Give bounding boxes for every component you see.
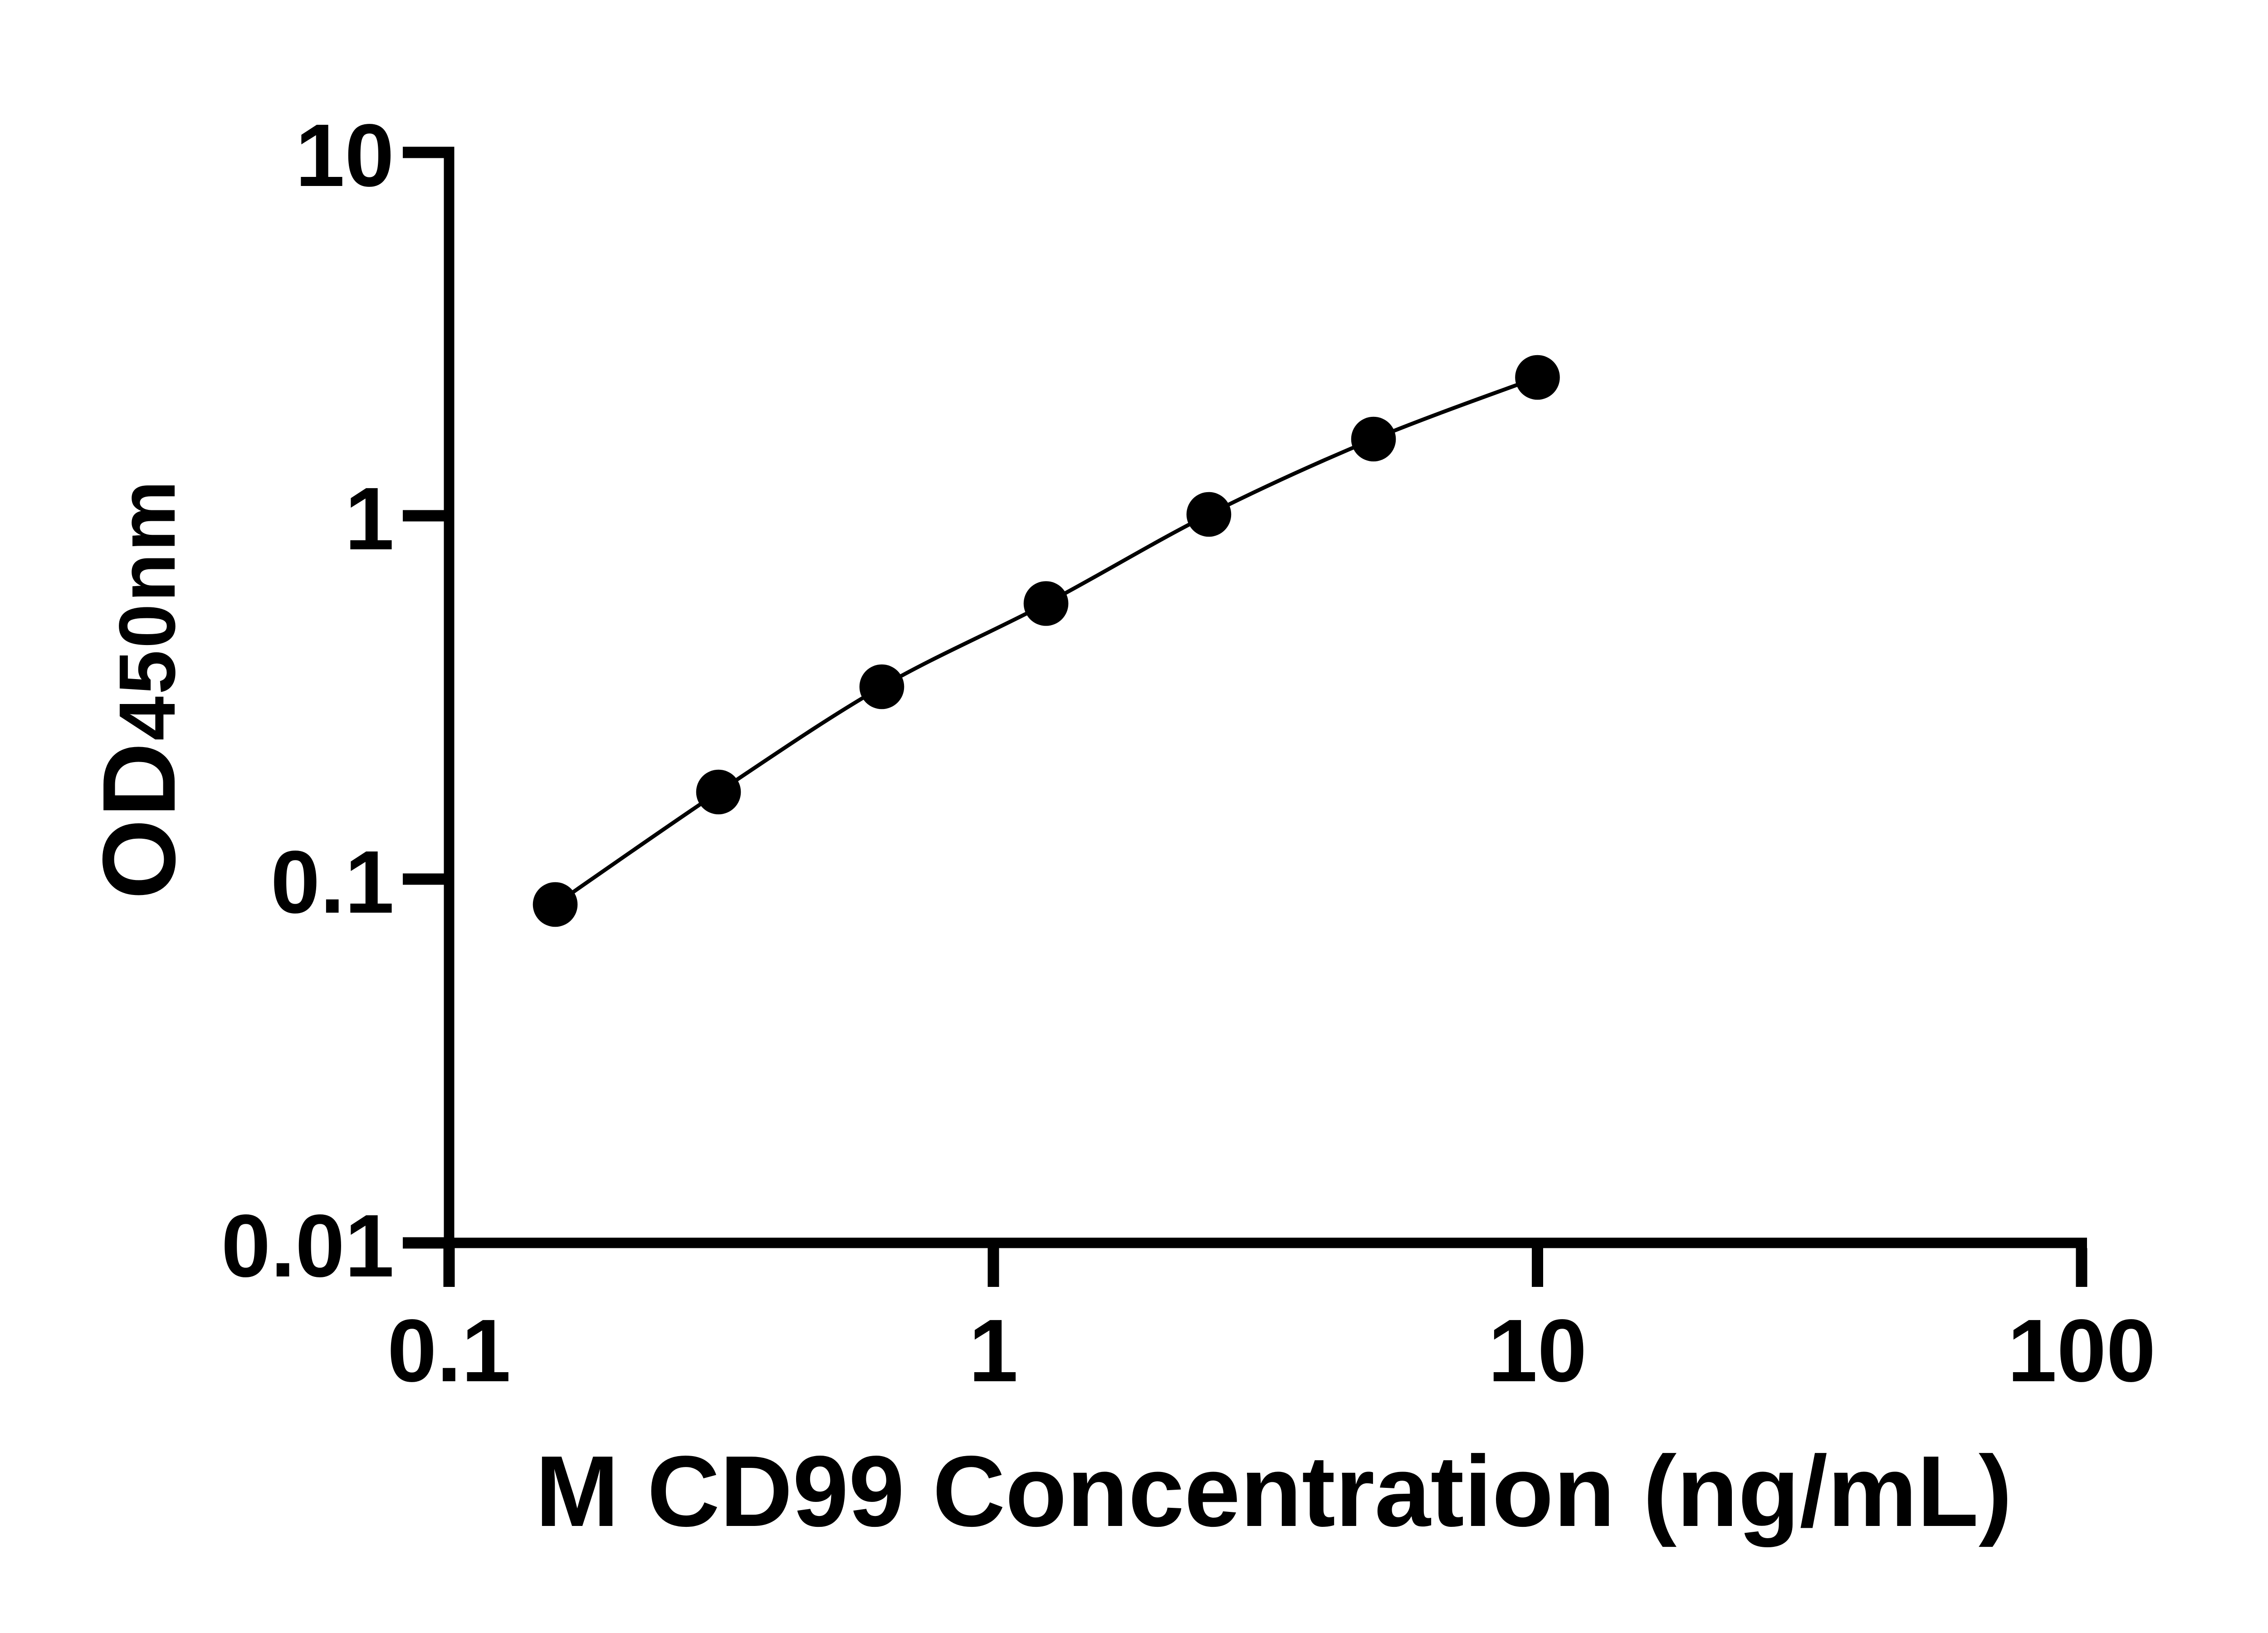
svg-text:M CD99 Concentration (ng/mL): M CD99 Concentration (ng/mL): [535, 1435, 2012, 1548]
svg-text:10: 10: [1488, 1301, 1587, 1400]
svg-text:100: 100: [2007, 1301, 2156, 1400]
svg-text:0.1: 0.1: [271, 832, 394, 932]
svg-text:0.01: 0.01: [221, 1196, 394, 1296]
svg-text:1: 1: [968, 1301, 1018, 1400]
svg-text:1: 1: [345, 469, 394, 568]
svg-text:OD450nm: OD450nm: [82, 479, 197, 900]
svg-text:0.1: 0.1: [387, 1301, 511, 1400]
svg-text:10: 10: [295, 106, 394, 205]
